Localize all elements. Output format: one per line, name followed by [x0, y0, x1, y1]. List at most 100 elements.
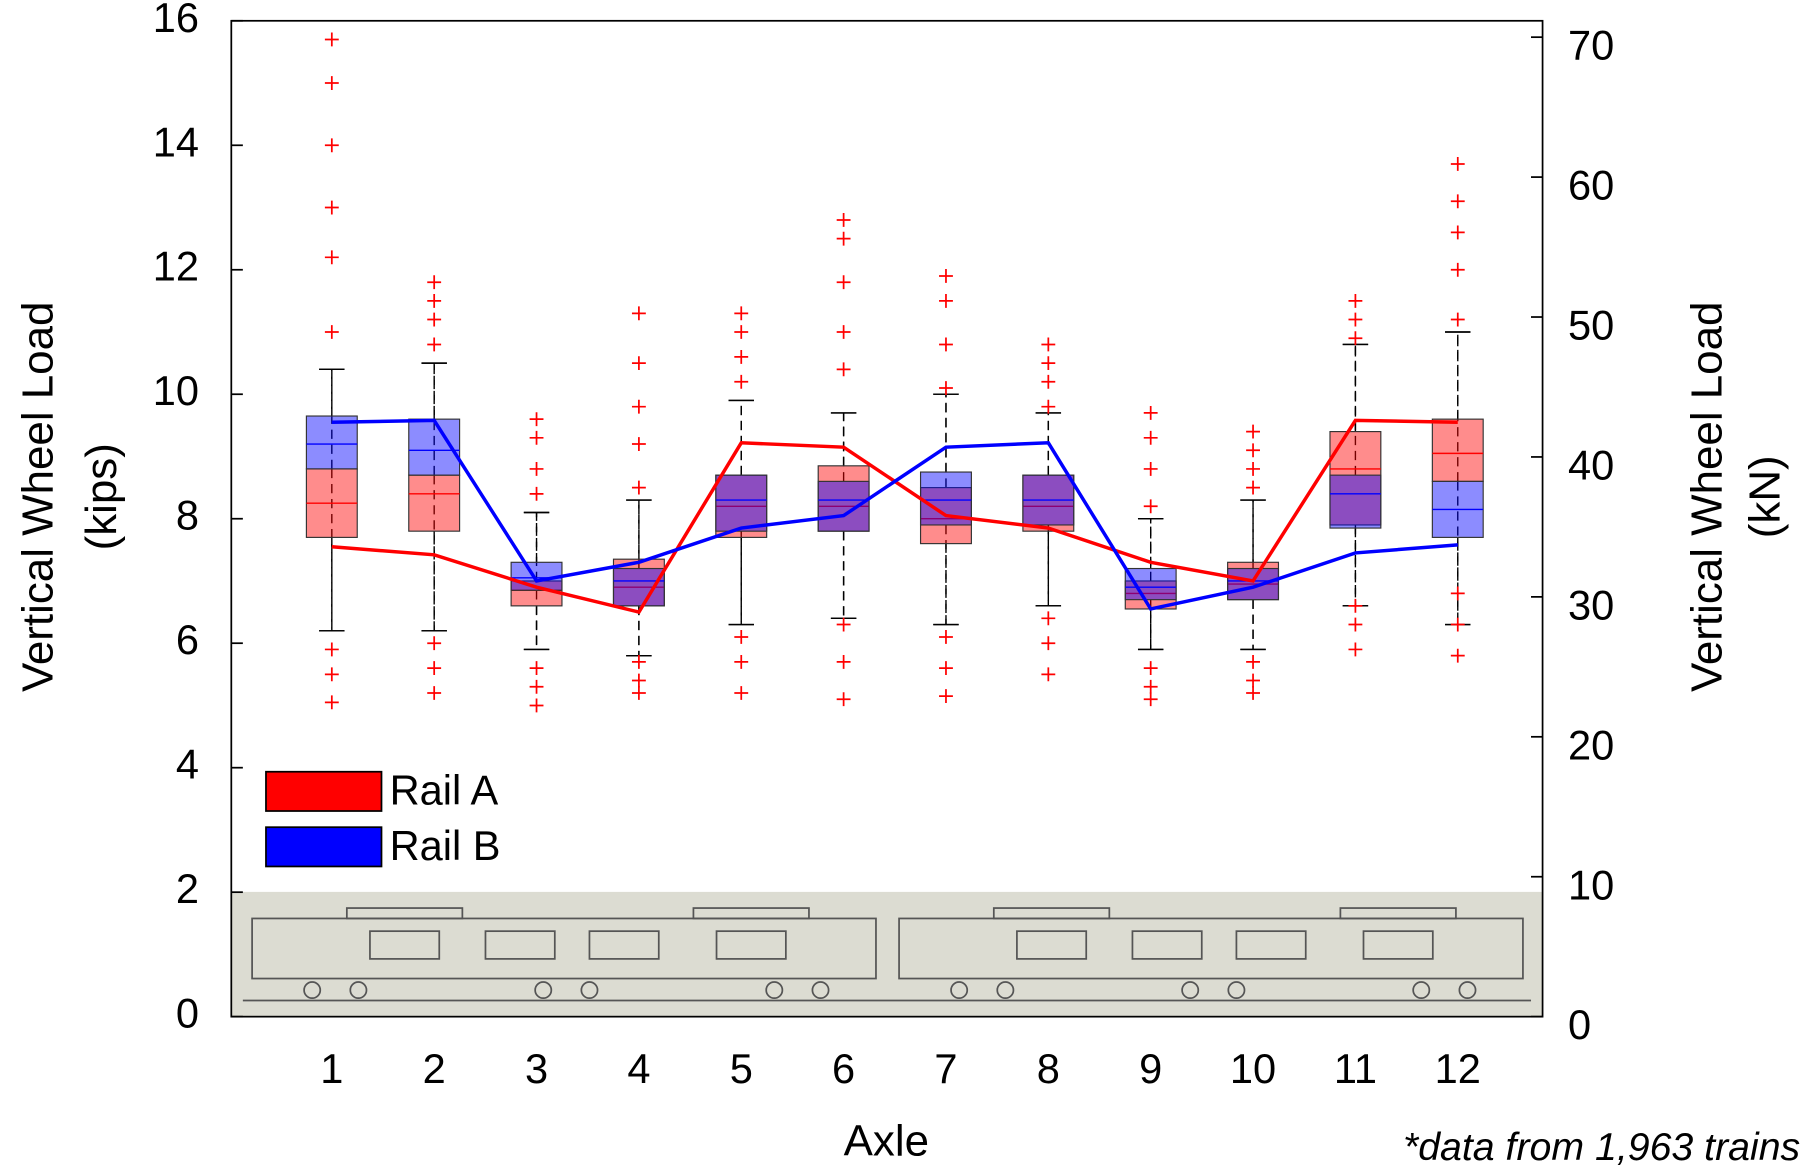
y2-tick-label: 20: [1568, 721, 1614, 768]
outlier: [1450, 157, 1465, 171]
outlier: [1450, 312, 1465, 327]
outlier: [1143, 692, 1158, 707]
outlier: [939, 630, 953, 644]
box: [510, 580, 563, 607]
x-tick-label: 4: [627, 1045, 650, 1092]
outlier: [631, 673, 646, 688]
outlier: [631, 306, 646, 321]
legend-label: Rail A: [390, 767, 499, 814]
outlier: [631, 437, 646, 451]
outlier: [529, 412, 544, 427]
box: [1124, 567, 1177, 601]
annotation: *data from 1,963 trains: [1403, 1125, 1800, 1168]
outlier: [836, 275, 851, 290]
outlier: [734, 349, 749, 364]
x-tick-label: 12: [1435, 1045, 1481, 1092]
outlier: [734, 325, 749, 339]
outlier: [1143, 430, 1158, 445]
outlier: [1450, 586, 1465, 601]
outlier: [1246, 424, 1260, 439]
outlier: [427, 686, 442, 700]
outlier: [529, 430, 544, 445]
outlier: [529, 698, 544, 713]
x-tick-label: 8: [1037, 1045, 1060, 1092]
x-tick-label: 5: [730, 1045, 753, 1092]
outlier: [324, 642, 339, 657]
outlier: [1143, 499, 1158, 514]
outlier: [1348, 598, 1363, 613]
outlier: [939, 689, 953, 704]
y2-tick-label: 60: [1568, 162, 1614, 209]
outlier: [324, 325, 339, 339]
x-tick-label: 3: [525, 1045, 548, 1092]
outlier: [1246, 673, 1260, 688]
outlier: [836, 325, 851, 339]
train-illustration: [231, 891, 1543, 1017]
y-tick-label: 0: [176, 990, 199, 1037]
outlier: [631, 654, 646, 669]
outlier: [1246, 480, 1260, 495]
y2-axis-label: Vertical Wheel Load: [1683, 302, 1732, 692]
outlier: [1450, 225, 1465, 240]
outlier: [1348, 293, 1363, 308]
outlier: [1246, 686, 1260, 700]
y-tick-label: 12: [153, 243, 199, 290]
box: [612, 567, 665, 607]
box: [715, 474, 768, 532]
outlier: [631, 399, 646, 414]
outlier: [1450, 194, 1465, 209]
outlier: [734, 654, 749, 669]
outlier: [324, 32, 339, 47]
x-tick-label: 9: [1139, 1045, 1162, 1092]
x-tick-label: 11: [1334, 1045, 1377, 1092]
y-tick-label: 2: [176, 865, 199, 912]
outlier: [1246, 462, 1260, 476]
outlier: [1143, 661, 1158, 676]
box: [1227, 567, 1280, 601]
y-axis-label: (kips): [77, 443, 126, 550]
y-tick-label: 8: [176, 492, 199, 539]
x-tick-label: 10: [1230, 1045, 1276, 1092]
outlier: [1143, 679, 1158, 694]
x-tick-label: 7: [934, 1045, 957, 1092]
outlier: [836, 617, 851, 632]
outlier: [631, 480, 646, 495]
box: [1329, 474, 1382, 529]
outlier: [836, 362, 851, 377]
outlier: [427, 636, 442, 651]
outlier: [1348, 617, 1363, 632]
outlier: [324, 250, 339, 265]
outlier: [1041, 667, 1056, 682]
outlier: [939, 661, 953, 676]
outlier: [1348, 331, 1363, 346]
outlier: [1246, 443, 1260, 458]
y2-tick-label: 50: [1568, 302, 1614, 349]
outlier: [427, 312, 442, 327]
x-tick-label: 2: [423, 1045, 446, 1092]
x-axis-label: Axle: [844, 1116, 929, 1165]
outlier: [939, 381, 953, 395]
y2-tick-label: 70: [1568, 22, 1614, 69]
y2-tick-label: 10: [1568, 861, 1614, 908]
outlier: [1041, 399, 1056, 414]
y-tick-label: 14: [153, 118, 199, 165]
legend-label: Rail B: [390, 822, 501, 869]
y-tick-label: 4: [176, 741, 199, 788]
outlier: [1041, 337, 1056, 352]
outlier: [734, 630, 749, 644]
box: [305, 415, 358, 470]
outlier: [324, 138, 339, 153]
outlier: [324, 695, 339, 710]
outlier: [427, 293, 442, 308]
outlier: [1041, 356, 1056, 371]
outlier: [1246, 654, 1260, 669]
y-tick-label: 16: [153, 0, 199, 41]
outlier: [324, 200, 339, 215]
outlier: [1041, 611, 1056, 626]
x-tick-label: 1: [320, 1045, 343, 1092]
outlier: [529, 679, 544, 694]
outlier: [836, 654, 851, 669]
y2-tick-label: 0: [1568, 1001, 1591, 1048]
outlier: [427, 337, 442, 352]
